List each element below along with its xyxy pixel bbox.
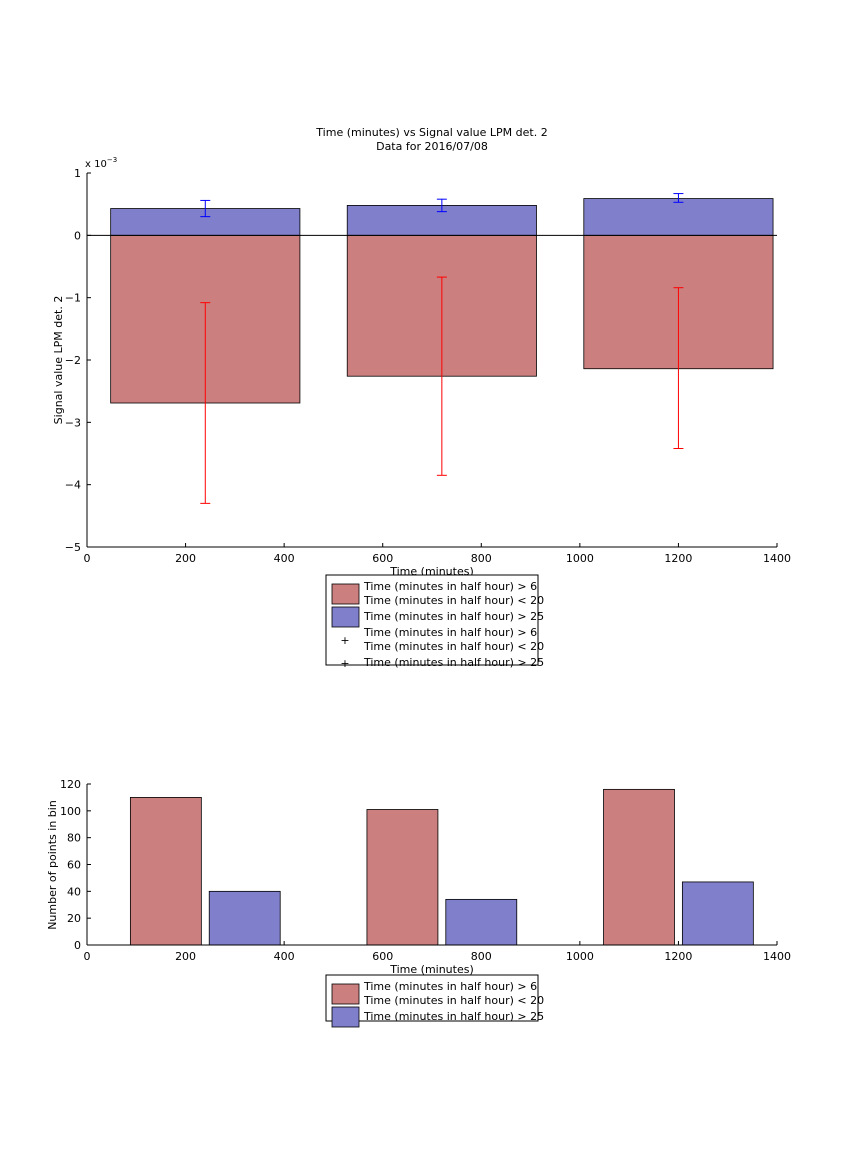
bar-1 bbox=[681, 881, 754, 946]
legend-label: Time (minutes in half hour) < 20 bbox=[363, 594, 544, 607]
bar-1 bbox=[445, 898, 518, 946]
y-tick-label: 0 bbox=[74, 939, 81, 952]
legend-swatch bbox=[331, 583, 360, 605]
x-tick-label: 0 bbox=[84, 552, 91, 565]
y-exponent-label: x 10−3 bbox=[85, 156, 117, 170]
x-tick-label: 400 bbox=[274, 950, 295, 963]
y-tick-label: −1 bbox=[65, 292, 81, 305]
signal-chart: Time (minutes) vs Signal value LPM det. … bbox=[52, 126, 791, 670]
y-tick-label: 80 bbox=[67, 832, 81, 845]
bar-0 bbox=[129, 797, 202, 946]
bar-1 bbox=[208, 890, 281, 946]
x-tick-label: 600 bbox=[372, 552, 393, 565]
x-tick-label: 0 bbox=[84, 950, 91, 963]
y-exponent-base: x 10 bbox=[85, 159, 107, 170]
y-tick-label: 0 bbox=[74, 229, 81, 242]
legend-label: Time (minutes in half hour) < 20 bbox=[363, 640, 544, 653]
chart-title: Time (minutes) vs Signal value LPM det. … bbox=[315, 126, 547, 139]
x-tick-label: 1400 bbox=[763, 552, 791, 565]
x-tick-label: 1000 bbox=[566, 552, 594, 565]
x-tick-label: 800 bbox=[471, 950, 492, 963]
bar-0 bbox=[366, 809, 439, 946]
legend-label: Time (minutes in half hour) > 6 bbox=[363, 980, 537, 993]
legend-label: Time (minutes in half hour) > 6 bbox=[363, 580, 537, 593]
legend-box bbox=[325, 574, 539, 666]
y-tick-label: 100 bbox=[60, 805, 81, 818]
legend-swatch bbox=[331, 606, 360, 628]
plot-area: 0 200 400 600 800 1000 1200 1400 −5 −4 −3 −2 −1 0 1 bbox=[65, 167, 791, 565]
x-tick-label: 200 bbox=[175, 552, 196, 565]
y-tick-label: 120 bbox=[60, 778, 81, 791]
x-tick-label: 1200 bbox=[664, 552, 692, 565]
bar-0 bbox=[603, 788, 675, 946]
legend-swatch bbox=[331, 983, 360, 1005]
legend-label: Time (minutes in half hour) > 25 bbox=[363, 656, 544, 669]
x-axis-label: Time (minutes) bbox=[389, 963, 474, 976]
y-tick-label: 40 bbox=[67, 885, 81, 898]
x-tick-label: 1200 bbox=[664, 950, 692, 963]
legend-plus-marker: + bbox=[340, 657, 349, 670]
chart-subtitle: Data for 2016/07/08 bbox=[376, 140, 488, 153]
legend-plus-marker: + bbox=[340, 634, 349, 647]
legend-label: Time (minutes in half hour) > 25 bbox=[363, 1010, 544, 1023]
plot-area: 0 200 400 600 800 1000 1200 1400 0 20 40 60 80 100 120 bbox=[60, 778, 791, 963]
legend-swatch bbox=[331, 1006, 360, 1028]
y-tick-label: 20 bbox=[67, 912, 81, 925]
y-tick-label: −2 bbox=[65, 354, 81, 367]
x-tick-label: 800 bbox=[471, 552, 492, 565]
legend-box bbox=[325, 974, 539, 1022]
legend-label: Time (minutes in half hour) > 6 bbox=[363, 626, 537, 639]
y-axis-label: Signal value LPM det. 2 bbox=[52, 296, 65, 425]
x-tick-label: 400 bbox=[274, 552, 295, 565]
x-tick-label: 1400 bbox=[763, 950, 791, 963]
legend-label: Time (minutes in half hour) < 20 bbox=[363, 994, 544, 1007]
x-tick-label: 1000 bbox=[566, 950, 594, 963]
y-tick-label: 1 bbox=[74, 167, 81, 180]
x-tick-label: 600 bbox=[372, 950, 393, 963]
legend-label: Time (minutes in half hour) > 25 bbox=[363, 610, 544, 623]
y-tick-label: −3 bbox=[65, 416, 81, 429]
x-tick-label: 200 bbox=[175, 950, 196, 963]
y-exponent-power: −3 bbox=[107, 156, 117, 164]
y-tick-label: −4 bbox=[65, 479, 81, 492]
y-tick-label: 60 bbox=[67, 859, 81, 872]
y-axis-label: Number of points in bin bbox=[46, 800, 59, 930]
y-tick-label: −5 bbox=[65, 541, 81, 554]
bar-1 bbox=[583, 198, 774, 236]
count-chart: Number of points in bin Time (minutes) 0… bbox=[46, 778, 791, 1028]
